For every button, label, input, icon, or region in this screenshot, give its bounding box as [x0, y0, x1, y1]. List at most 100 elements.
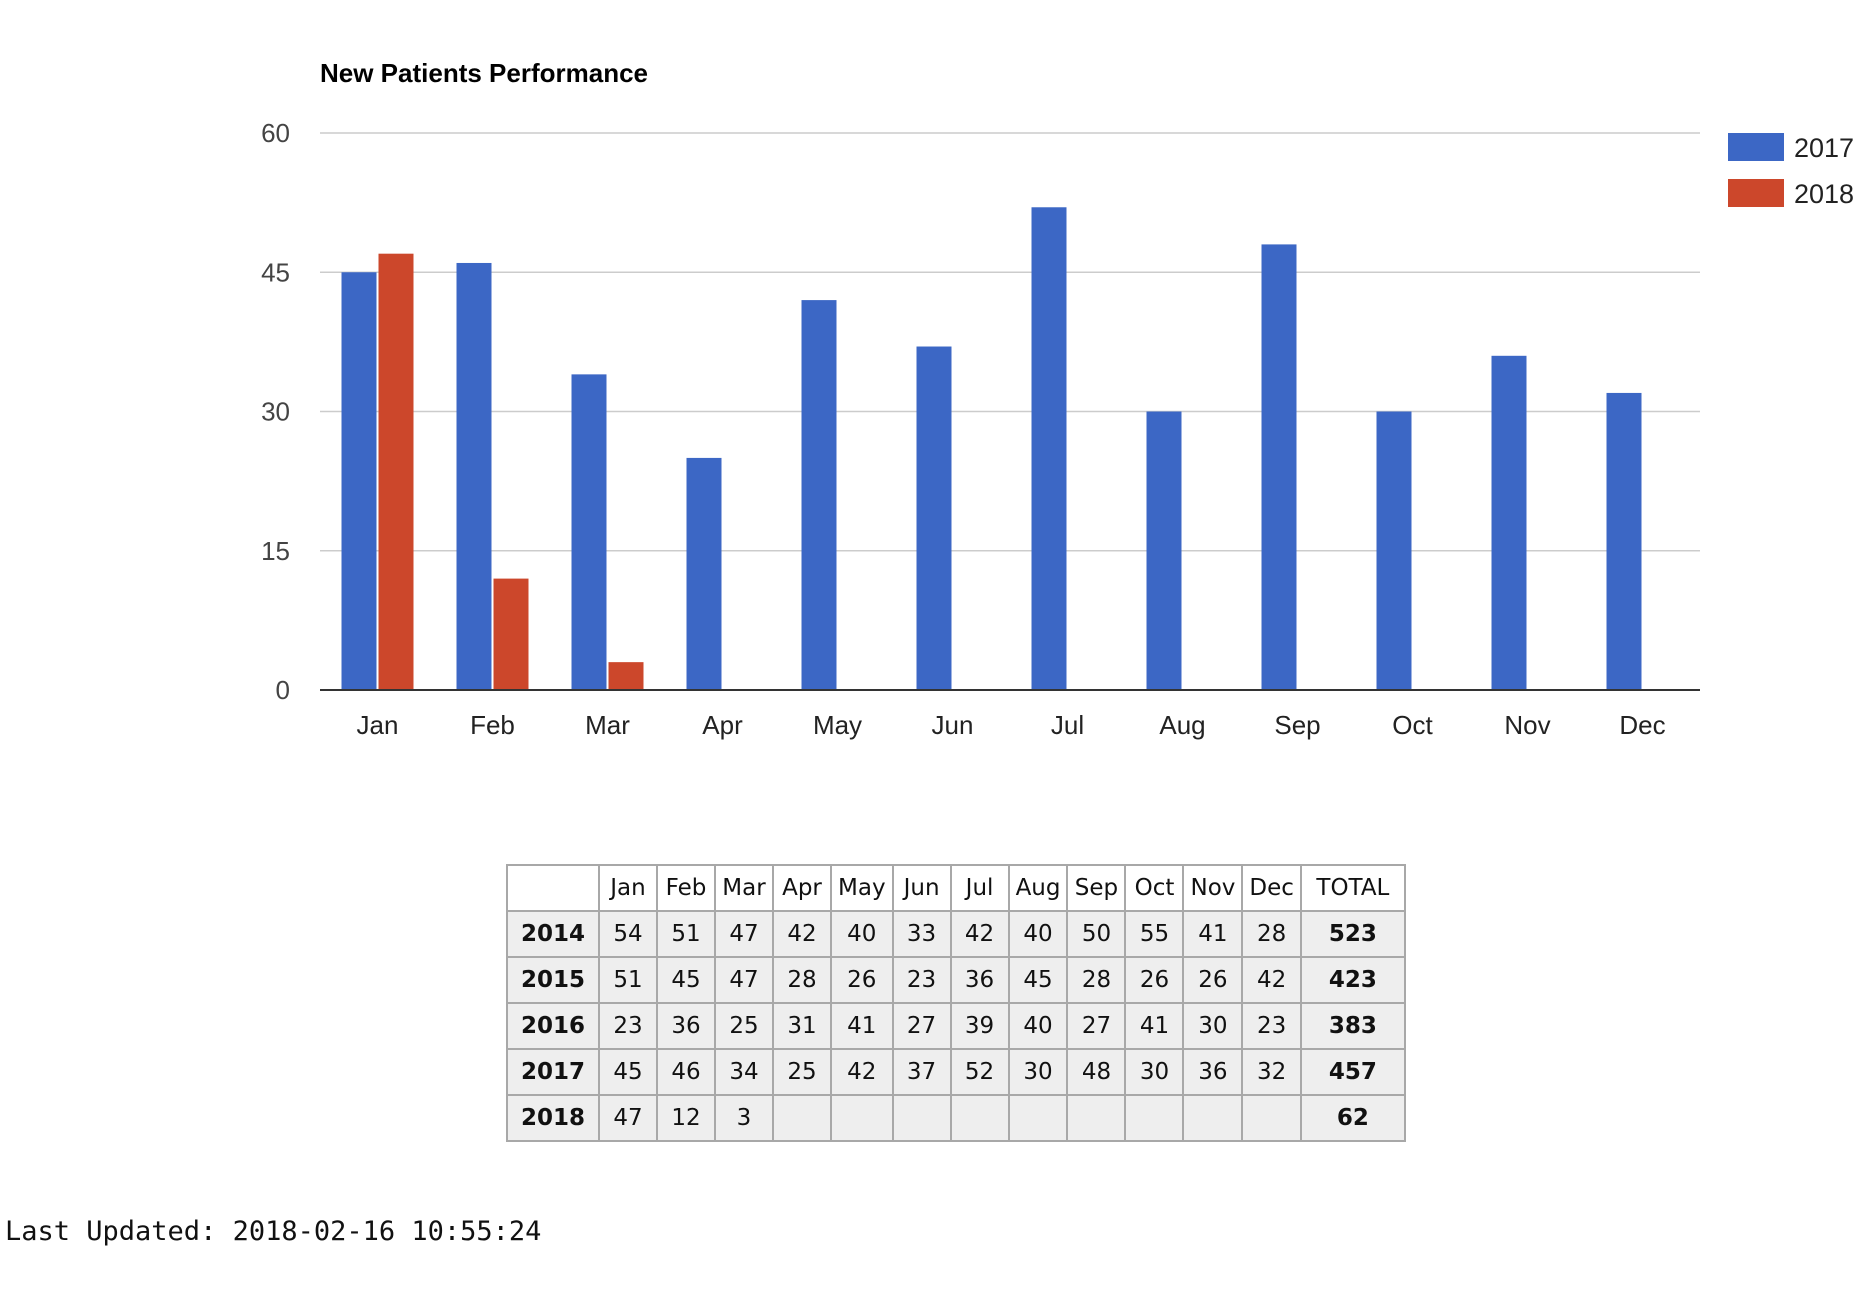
table-header-row: Jan Feb Mar Apr May Jun Jul Aug Sep Oct Nov Dec TOTA… — [506, 864, 1406, 912]
table-total-cell: 383 — [1299, 1002, 1406, 1050]
bar-2018-mar — [608, 662, 644, 690]
table-cell: 50 — [1066, 910, 1127, 958]
table-cell: 26 — [830, 956, 894, 1004]
table-cell: 42 — [1241, 956, 1302, 1004]
x-tick-label: Jan — [357, 710, 399, 740]
table-cell: 26 — [1124, 956, 1185, 1004]
legend-swatch-2018 — [1728, 179, 1784, 207]
bar-2017-may — [801, 300, 837, 690]
table-column-header: Oct — [1124, 864, 1185, 912]
x-tick-label: Aug — [1159, 710, 1205, 740]
table-row-year: 2016 — [506, 1002, 600, 1050]
table-column-header: Mar — [714, 864, 774, 912]
y-tick-label: 60 — [261, 118, 290, 148]
table-cell: 37 — [891, 1048, 952, 1096]
table-cell: 25 — [714, 1002, 774, 1050]
table-cell: 51 — [598, 956, 658, 1004]
table-cell: 40 — [1007, 910, 1069, 958]
bar-2017-mar — [571, 374, 607, 690]
table-cell — [830, 1094, 894, 1142]
table-cell: 23 — [1241, 1002, 1302, 1050]
bar-2017-aug — [1146, 411, 1182, 690]
legend: 2017 2018 — [1728, 133, 1854, 209]
table-column-header: Dec — [1241, 864, 1302, 912]
table-cell: 34 — [714, 1048, 774, 1096]
x-tick-label: Dec — [1619, 710, 1665, 740]
bar-2018-jan — [378, 253, 414, 690]
table-cell: 46 — [656, 1048, 716, 1096]
y-tick-label: 15 — [261, 536, 290, 566]
table-column-header: Aug — [1007, 864, 1069, 912]
table-cell — [1007, 1094, 1069, 1142]
table-total-cell: 62 — [1299, 1094, 1406, 1142]
bar-2017-sep — [1261, 244, 1297, 690]
table-column-header: Jan — [598, 864, 658, 912]
table-row-year: 2014 — [506, 910, 600, 958]
table-cell: 47 — [714, 956, 774, 1004]
y-tick-label: 0 — [276, 675, 290, 705]
table-corner-cell — [506, 864, 600, 912]
table-total-cell: 423 — [1299, 956, 1406, 1004]
x-tick-label: Sep — [1274, 710, 1320, 740]
x-tick-label: Nov — [1504, 710, 1550, 740]
y-tick-label: 30 — [261, 397, 290, 427]
table-row: 2015 51 45 47 28 26 23 36 45 28 26 26 42 423 — [506, 956, 1406, 1004]
table-cell — [1124, 1094, 1185, 1142]
table-cell: 55 — [1124, 910, 1185, 958]
table-column-header: Feb — [656, 864, 716, 912]
table-row-year: 2015 — [506, 956, 600, 1004]
x-tick-label: Apr — [702, 710, 743, 740]
table-body: 2014 54 51 47 42 40 33 42 40 50 55 41 28 523 2015 51 45 4… — [506, 910, 1406, 1142]
table-row: 2017 45 46 34 25 42 37 52 30 48 30 36 32 457 — [506, 1048, 1406, 1096]
x-tick-label: Jul — [1051, 710, 1084, 740]
table-cell: 30 — [1182, 1002, 1244, 1050]
table-cell: 42 — [949, 910, 1010, 958]
table-cell: 28 — [1066, 956, 1127, 1004]
table-cell: 36 — [656, 1002, 716, 1050]
table-cell: 45 — [656, 956, 716, 1004]
y-tick-label: 45 — [261, 257, 290, 287]
table-cell: 42 — [772, 910, 832, 958]
monthly-data-table: Jan Feb Mar Apr May Jun Jul Aug Sep Oct Nov Dec TOTA… — [506, 864, 1406, 1142]
axes: 0 15 30 45 60 Jan Feb Mar Apr May Jun Jul Aug Sep Oct N… — [261, 118, 1700, 740]
legend-label-2017: 2017 — [1794, 133, 1854, 163]
table-cell: 47 — [598, 1094, 658, 1142]
x-tick-label: May — [813, 710, 862, 740]
chart-title: New Patients Performance — [320, 58, 648, 88]
table-cell: 47 — [714, 910, 774, 958]
table-cell — [772, 1094, 832, 1142]
table-cell: 3 — [714, 1094, 774, 1142]
table-cell: 36 — [949, 956, 1010, 1004]
table-cell: 51 — [656, 910, 716, 958]
table-column-header: Sep — [1066, 864, 1127, 912]
table-cell: 28 — [772, 956, 832, 1004]
bar-2017-oct — [1376, 411, 1412, 690]
table-row: 2016 23 36 25 31 41 27 39 40 27 41 30 23 383 — [506, 1002, 1406, 1050]
table-cell: 27 — [891, 1002, 952, 1050]
bar-2017-nov — [1491, 355, 1527, 690]
table-cell: 23 — [891, 956, 952, 1004]
bar-2017-jun — [916, 346, 952, 690]
table-cell: 39 — [949, 1002, 1010, 1050]
table-cell: 32 — [1241, 1048, 1302, 1096]
table-cell: 28 — [1241, 910, 1302, 958]
x-tick-label: Feb — [470, 710, 515, 740]
table-cell — [891, 1094, 952, 1142]
table-row-year: 2017 — [506, 1048, 600, 1096]
legend-swatch-2017 — [1728, 133, 1784, 161]
table-cell: 30 — [1007, 1048, 1069, 1096]
table-column-header: Jul — [949, 864, 1010, 912]
last-updated-label: Last Updated: 2018-02-16 10:55:24 — [5, 1216, 542, 1247]
table-cell: 45 — [1007, 956, 1069, 1004]
bar-2017-jan — [341, 272, 377, 690]
x-tick-label: Mar — [585, 710, 630, 740]
table-column-header: Apr — [772, 864, 832, 912]
legend-label-2018: 2018 — [1794, 179, 1854, 209]
table-row: 2014 54 51 47 42 40 33 42 40 50 55 41 28 523 — [506, 910, 1406, 958]
table-cell: 48 — [1066, 1048, 1127, 1096]
table-cell: 40 — [1007, 1002, 1069, 1050]
table-column-header: May — [830, 864, 894, 912]
table-cell: 31 — [772, 1002, 832, 1050]
table-cell: 27 — [1066, 1002, 1127, 1050]
table-total-cell: 523 — [1299, 910, 1406, 958]
